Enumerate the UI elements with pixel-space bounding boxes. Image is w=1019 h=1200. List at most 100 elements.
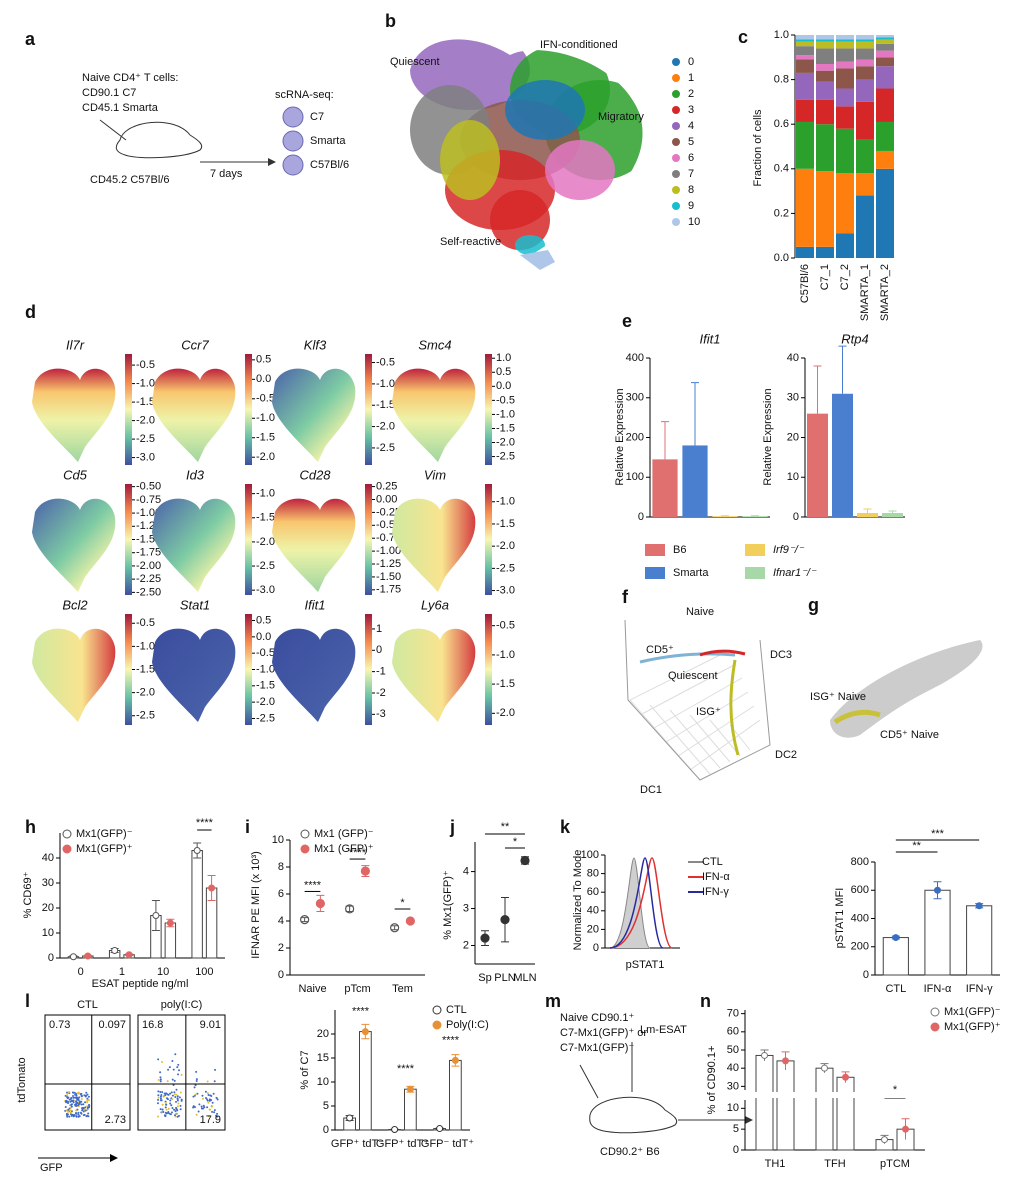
label: Smarta — [673, 567, 709, 579]
event — [161, 1108, 164, 1111]
x-tick-label: CTL — [885, 983, 906, 995]
label: CD90.1 C7 — [82, 87, 136, 99]
legend-swatch — [645, 567, 665, 579]
event — [180, 1099, 183, 1102]
label: CTL — [702, 856, 723, 868]
event — [75, 1094, 78, 1097]
event — [164, 1094, 167, 1097]
y-tick-label: 30 — [727, 1080, 739, 1092]
event — [159, 1091, 162, 1094]
colorbar-tick-label: -0.5 — [256, 393, 275, 405]
event — [169, 1102, 172, 1105]
event — [66, 1115, 69, 1118]
event — [206, 1098, 209, 1101]
bar — [815, 1067, 834, 1151]
event — [171, 1107, 174, 1110]
event — [173, 1108, 176, 1111]
event — [161, 1091, 164, 1094]
label: 6 — [688, 152, 694, 164]
colorbar-tick-label: -1.5 — [136, 663, 155, 675]
event — [70, 1097, 73, 1100]
y-tick-label: 10 — [727, 1102, 739, 1114]
bar-segment — [816, 70, 834, 82]
error-bar — [406, 919, 415, 923]
x-tick-label: SMARTA_1 — [859, 264, 871, 321]
event — [166, 1080, 169, 1083]
event — [170, 1091, 173, 1094]
event — [67, 1100, 70, 1103]
colorbar — [365, 354, 372, 465]
colorbar-tick-label: -1.0 — [496, 649, 515, 661]
label: GFP — [40, 1162, 63, 1174]
event — [209, 1094, 212, 1097]
colorbar-tick-label: -2.5 — [136, 710, 155, 722]
colorbar — [245, 354, 252, 465]
event — [168, 1112, 171, 1115]
colorbar-tick-label: -2.0 — [136, 415, 155, 427]
colorbar-tick-label: -1.0 — [256, 488, 275, 500]
feature-umap — [152, 498, 236, 592]
event — [77, 1111, 80, 1114]
legend-swatch — [745, 567, 765, 579]
bar-segment — [836, 106, 854, 129]
y-tick-label: 20 — [317, 1028, 329, 1040]
colorbar-tick-label: 0.0 — [496, 380, 511, 392]
y-tick-label: 0.6 — [774, 118, 789, 130]
label: 2.73 — [105, 1114, 126, 1126]
colorbar-tick-label: -2.0 — [256, 696, 275, 708]
bar-segment — [796, 59, 814, 73]
event — [157, 1058, 160, 1061]
label: Migratory — [598, 111, 644, 123]
label: 9.01 — [200, 1019, 221, 1031]
trajectory-cd5 — [639, 652, 736, 664]
event — [72, 1091, 75, 1094]
legend-marker — [62, 829, 72, 839]
grid — [689, 719, 761, 771]
label: a — [25, 29, 36, 49]
grid — [677, 705, 755, 757]
box-3d — [624, 619, 771, 781]
event — [213, 1080, 216, 1083]
event — [175, 1100, 178, 1103]
colorbar-tick-label: -2.0 — [256, 451, 275, 463]
mean-dot — [125, 951, 133, 959]
bar — [776, 1060, 795, 1151]
colorbar-tick-label: -2.0 — [496, 436, 515, 448]
label: CTL — [77, 999, 98, 1011]
event — [87, 1112, 90, 1115]
bar-segment — [856, 139, 874, 174]
label: IFN-α — [702, 871, 730, 883]
colorbar — [365, 484, 372, 595]
legend-marker — [432, 1005, 442, 1015]
event — [210, 1105, 213, 1108]
y-tick-label: 30 — [42, 877, 54, 889]
y-tick-label: 40 — [587, 905, 599, 917]
y-tick-label: 0.0 — [774, 252, 789, 264]
x-tick-label: 10 — [157, 966, 169, 978]
event — [176, 1099, 179, 1102]
event — [173, 1079, 176, 1082]
colorbar-tick-label: -0.5 — [496, 620, 515, 632]
bar — [857, 513, 878, 517]
event — [78, 1096, 81, 1099]
colorbar — [485, 484, 492, 595]
event — [84, 1101, 87, 1104]
event — [72, 1094, 75, 1097]
colorbar-tick-label: -1.0 — [136, 378, 155, 390]
event — [77, 1104, 80, 1107]
label: f — [622, 587, 629, 607]
legend-marker — [672, 122, 680, 130]
label: Bcl2 — [62, 597, 88, 612]
error-bar — [838, 345, 847, 394]
event — [167, 1107, 170, 1110]
event — [200, 1105, 203, 1108]
y-axis-label: Normalized To Mode — [572, 850, 584, 951]
x-tick-label: 100 — [195, 966, 213, 978]
label: Quiescent — [668, 670, 718, 682]
event — [74, 1103, 77, 1106]
y-tick-label: 70 — [727, 1008, 739, 1020]
label: C57Bl/6 — [310, 159, 349, 171]
feature-umap — [392, 368, 476, 462]
event — [73, 1091, 76, 1094]
